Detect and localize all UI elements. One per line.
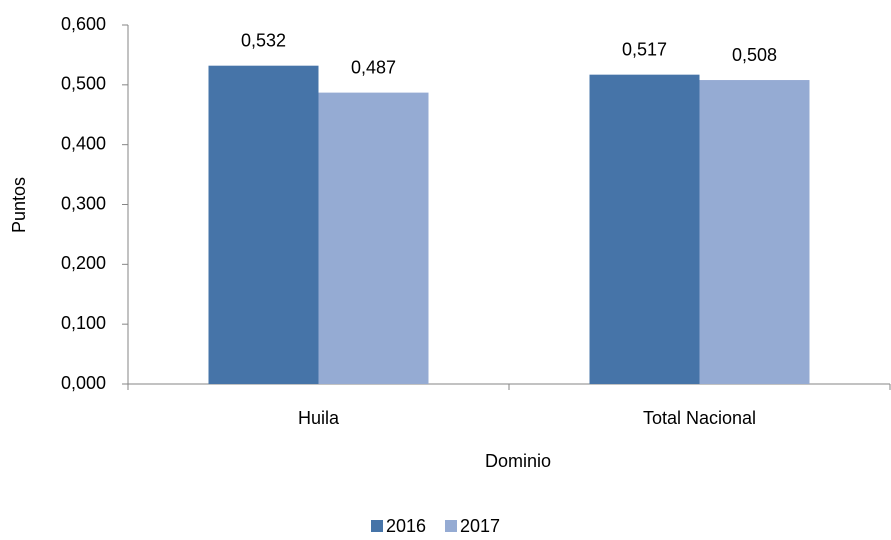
y-tick-label: 0,500 xyxy=(61,74,106,94)
legend-swatch xyxy=(371,520,383,532)
value-label: 0,508 xyxy=(732,45,777,65)
value-label: 0,487 xyxy=(351,57,396,77)
legend-swatch xyxy=(445,520,457,532)
legend-label: 2016 xyxy=(386,516,426,536)
bar xyxy=(699,80,810,385)
y-tick-label: 0,200 xyxy=(61,253,106,273)
y-axis-title: Puntos xyxy=(9,177,29,233)
bar xyxy=(589,74,700,384)
y-tick-label: 0,100 xyxy=(61,313,106,333)
x-axis-title: Dominio xyxy=(485,451,551,471)
y-tick-label: 0,300 xyxy=(61,193,106,213)
y-tick-label: 0,400 xyxy=(61,133,106,153)
bar xyxy=(318,92,429,384)
bar xyxy=(208,65,319,384)
value-label: 0,532 xyxy=(241,30,286,50)
legend-label: 2017 xyxy=(460,516,500,536)
x-tick-label: Huila xyxy=(298,408,340,428)
y-tick-label: 0,600 xyxy=(61,14,106,34)
value-label: 0,517 xyxy=(622,39,667,59)
x-tick-label: Total Nacional xyxy=(643,408,756,428)
y-tick-label: 0,000 xyxy=(61,373,106,393)
